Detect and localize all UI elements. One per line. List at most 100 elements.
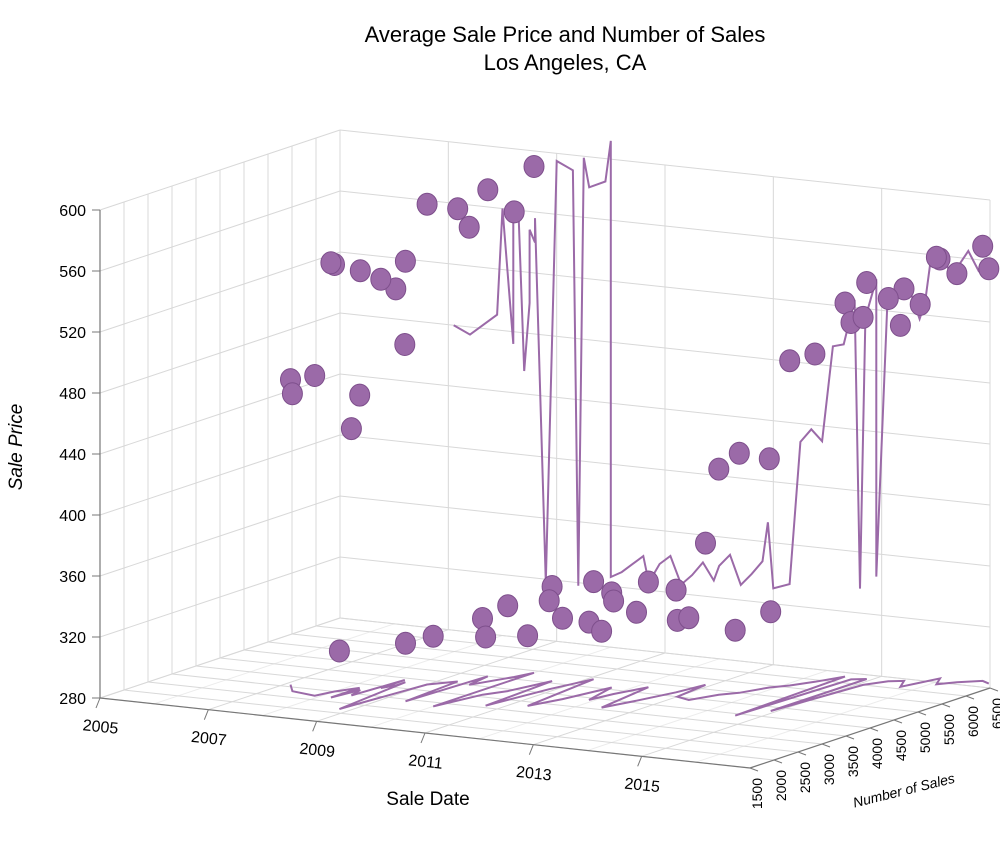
data-point [583,570,605,594]
x-tick-label: 2005 [82,717,119,738]
data-point [678,606,700,630]
data-point [779,349,801,373]
data-point [626,600,647,624]
chart-grid [92,129,999,772]
data-point [477,178,499,202]
z-tick [821,743,831,748]
y-tick-label: 600 [59,203,86,220]
data-point [517,624,539,648]
back-wall-gridline [339,129,991,201]
data-point [946,262,968,286]
chart-title: Average Sale Price and Number of Sales [365,22,766,47]
x-tick-label: 2013 [515,764,552,785]
sales-projection-line [289,671,990,717]
data-point [320,251,342,275]
price-projection-line [453,140,981,590]
floor-gridline [171,673,823,745]
z-tick-label: 4500 [893,730,909,761]
data-point [758,447,780,471]
z-tick [893,719,903,724]
x-tick-label: 2011 [407,752,443,773]
back-wall-gridline [339,617,991,689]
chart-labels: 280 320 360 400 440 480 520 560 600 2005 2007 2009 2… [59,203,1000,809]
z-tick [869,727,879,732]
data-point [497,594,519,618]
data-point [909,292,931,316]
y-tick-label: 480 [59,386,86,403]
back-wall-gridline [339,495,991,567]
data-point [394,249,416,273]
z-tick [845,735,855,740]
data-point [591,619,613,643]
data-point [394,333,416,356]
data-point [856,271,878,294]
floor-gridline [123,689,775,761]
chart-markers [280,155,1000,663]
z-tick-label: 3000 [821,754,837,785]
x-tick [637,756,643,767]
data-point [304,364,326,387]
y-tick-label: 320 [59,630,86,647]
data-point [422,624,444,648]
data-point [416,192,438,216]
data-point [458,215,480,239]
data-point [475,625,497,649]
data-point [852,305,874,329]
data-point [834,291,856,315]
data-point [728,441,750,465]
x-tick [203,709,209,720]
data-point [603,589,625,613]
z-tick-label: 3500 [845,746,861,777]
data-point [804,342,826,366]
data-point [978,257,1000,281]
data-point [665,578,687,602]
y-tick-label: 440 [59,447,86,464]
z-tick [917,711,927,716]
data-point [340,417,362,441]
data-point [349,259,371,283]
z-tick [965,695,975,700]
data-point [972,234,994,258]
data-point [695,531,716,555]
y-tick-label: 560 [59,264,86,281]
data-point [708,457,730,481]
z-tick [797,751,807,756]
x-axis-label: Sale Date [386,789,469,810]
x-tick [95,697,101,709]
floor-gridline [147,681,799,753]
z-tick-label: 6000 [965,706,981,737]
z-tick-label: 5000 [917,722,933,753]
x-tick-label: 2015 [624,776,661,797]
data-point [925,245,947,269]
back-wall-gridline [339,434,991,506]
data-point [328,639,350,663]
y-axis-label: Sale Price [6,404,27,491]
x-tick [420,732,426,744]
data-point [523,155,545,178]
z-tick [941,703,951,708]
data-point [724,618,746,642]
z-tick-label: 6500 [989,698,1000,729]
y-tick-label: 360 [59,569,86,586]
data-point [349,383,371,407]
y-tick-label: 400 [59,508,86,525]
back-wall-gridline [339,312,991,384]
x-tick [528,744,534,755]
data-point [503,200,525,224]
x-tick [312,721,318,732]
data-point [877,287,899,310]
y-tick-label: 520 [59,325,86,342]
chart-projections [289,140,990,717]
back-wall-gridline [339,556,991,628]
back-wall-gridline [339,251,991,323]
data-point [447,197,469,221]
z-tick-label: 2000 [773,770,789,801]
floor-gridline [219,657,871,729]
data-point [370,267,392,291]
data-point [637,570,659,594]
data-point [538,589,560,613]
y-tick-label: 280 [59,691,86,708]
data-point [552,606,573,630]
data-point [889,313,911,337]
